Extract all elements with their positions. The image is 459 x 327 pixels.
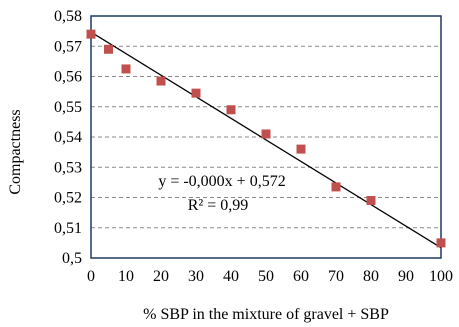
y-tick-label: 0,54 [54, 129, 82, 146]
data-points [86, 29, 446, 248]
plot-area-frame [90, 15, 442, 259]
data-point [436, 238, 446, 248]
data-point [261, 129, 271, 139]
x-tick-label: 20 [153, 268, 169, 285]
data-point [121, 64, 131, 74]
data-point [226, 105, 236, 115]
y-tick-label: 0,53 [54, 159, 82, 176]
x-tick-label: 50 [258, 268, 274, 285]
x-tick-label: 80 [363, 268, 379, 285]
x-tick-label: 60 [293, 268, 309, 285]
x-tick-label: 30 [188, 268, 204, 285]
data-point [104, 44, 113, 54]
x-tick-label: 90 [398, 268, 414, 285]
x-tick-label: 0 [87, 268, 95, 285]
x-tick-label: 100 [429, 268, 453, 285]
data-point [331, 182, 341, 192]
x-tick-label: 10 [118, 268, 134, 285]
data-point [86, 29, 96, 39]
data-point [296, 144, 306, 154]
y-tick-label: 0,5 [62, 250, 82, 267]
y-tick-label: 0,56 [54, 69, 82, 86]
data-point [366, 196, 376, 206]
x-tick-label: 70 [328, 268, 344, 285]
y-tick-labels: 0,5 0,51 0,52 0,53 0,54 0,55 0,56 0,57 0,58 [54, 8, 82, 267]
y-axis-title: Compactness [7, 109, 24, 194]
y-tick-label: 0,52 [54, 190, 82, 207]
trendline-group [90, 31, 442, 249]
x-tick-label: 40 [223, 268, 239, 285]
data-point [191, 88, 201, 98]
data-point [156, 76, 166, 86]
y-tick-label: 0,55 [54, 99, 82, 116]
x-axis-title: % SBP in the mixture of gravel + SBP [143, 306, 389, 323]
x-tick-labels: 0 10 20 30 40 50 60 70 80 90 100 [87, 268, 453, 285]
trendline [90, 31, 442, 249]
trendline-equation: y = -0,000x + 0,572 [158, 173, 285, 190]
y-tick-label: 0,58 [54, 8, 82, 25]
r-squared-label: R² = 0,99 [188, 197, 249, 214]
y-tick-label: 0,51 [54, 220, 82, 237]
y-tick-label: 0,57 [54, 38, 82, 55]
